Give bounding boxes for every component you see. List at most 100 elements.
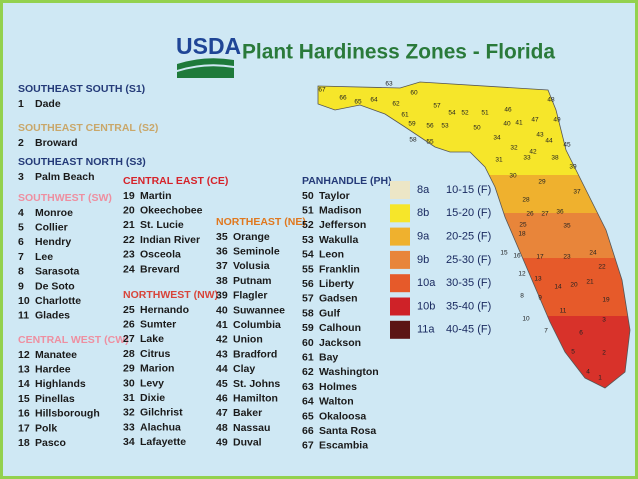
county-name: Taylor [319, 190, 350, 202]
county-number: 53 [302, 234, 314, 246]
county-number: 39 [216, 290, 228, 302]
county-number: 32 [123, 407, 135, 419]
county-number: 25 [123, 304, 135, 316]
county-name: Highlands [35, 378, 86, 390]
map-label: 30 [509, 173, 517, 180]
county-number: 60 [302, 337, 314, 349]
map-label: 66 [339, 95, 347, 102]
legend-range: 40-45 (F) [446, 324, 491, 336]
county-name: Sumter [140, 318, 176, 330]
map-label: 26 [526, 211, 534, 218]
map-label: 11 [560, 308, 567, 315]
legend-swatch [390, 274, 410, 293]
county-number: 30 [123, 377, 135, 389]
map-label: 3 [602, 317, 606, 324]
county-number: 61 [302, 351, 314, 363]
county-name: Washington [319, 366, 379, 378]
map-label: 16 [513, 253, 521, 260]
county-name: Brevard [140, 263, 180, 275]
county-name: Hendry [35, 236, 71, 248]
map-label: 64 [370, 97, 378, 104]
legend-swatch [390, 204, 410, 223]
county-number: 23 [123, 249, 135, 261]
county-name: Jackson [319, 337, 361, 349]
county-number: 67 [302, 440, 314, 452]
county-name: St. Lucie [140, 219, 184, 231]
legend-swatch [390, 250, 410, 269]
map-label: 67 [318, 87, 326, 94]
map-label: 55 [426, 139, 434, 146]
county-name: Leon [319, 249, 344, 261]
county-name: Hardee [35, 363, 71, 375]
county-name: Clay [233, 363, 255, 375]
map-label: 52 [461, 110, 469, 117]
region-heading: PANHANDLE (PH) [302, 175, 392, 187]
county-number: 65 [302, 410, 314, 422]
county-name: Duval [233, 437, 262, 449]
legend-swatch [390, 297, 410, 316]
county-name: Calhoun [319, 322, 361, 334]
county-name: Baker [233, 407, 262, 419]
county-name: Pasco [35, 437, 66, 449]
map-label: 17 [536, 254, 544, 261]
county-number: 29 [123, 363, 135, 375]
county-name: Wakulla [319, 234, 358, 246]
map-label: 48 [547, 97, 555, 104]
county-name: Marion [140, 363, 174, 375]
county-number: 43 [216, 348, 228, 360]
county-number: 55 [302, 263, 314, 275]
county-number: 52 [302, 219, 314, 231]
county-name: Bradford [233, 348, 277, 360]
legend-range: 25-30 (F) [446, 254, 491, 266]
legend-zone: 10a [417, 277, 436, 289]
county-number: 21 [123, 219, 135, 231]
county-name: Dixie [140, 392, 165, 404]
title: Plant Hardiness Zones - Florida [242, 41, 555, 64]
legend-zone: 10b [417, 300, 435, 312]
county-number: 3 [18, 171, 24, 183]
county-name: Lafayette [140, 436, 186, 448]
county-number: 62 [302, 366, 314, 378]
county-name: Hamilton [233, 392, 278, 404]
region-heading: NORTHWEST (NW) [123, 289, 218, 301]
county-number: 40 [216, 304, 228, 316]
map-label: 54 [448, 110, 456, 117]
county-name: Flagler [233, 290, 267, 302]
map-label: 63 [385, 81, 393, 88]
county-number: 42 [216, 334, 228, 346]
county-number: 17 [18, 422, 30, 434]
map-label: 37 [573, 189, 581, 196]
county-number: 47 [216, 407, 228, 419]
county-number: 66 [302, 425, 314, 437]
map-label: 62 [392, 101, 400, 108]
county-number: 11 [18, 310, 29, 322]
map-label: 1 [598, 375, 602, 382]
county-name: Gadsen [319, 293, 358, 305]
map-label: 12 [518, 271, 526, 278]
county-name: Citrus [140, 348, 170, 360]
map-label: 44 [545, 138, 553, 145]
county-name: Gilchrist [140, 407, 183, 419]
county-number: 16 [18, 408, 30, 420]
map-label: 29 [538, 179, 546, 186]
map-label: 32 [510, 145, 518, 152]
map-label: 49 [553, 117, 561, 124]
county-name: Volusia [233, 260, 270, 272]
county-name: Jefferson [319, 219, 366, 231]
county-number: 33 [123, 421, 135, 433]
map-label: 34 [493, 135, 501, 142]
county-number: 48 [216, 422, 228, 434]
county-name: Sarasota [35, 266, 80, 278]
legend-swatch [390, 181, 410, 199]
county-name: Indian River [140, 234, 200, 246]
county-number: 56 [302, 278, 314, 290]
county-number: 19 [123, 190, 135, 202]
county-number: 57 [302, 293, 314, 305]
map-label: 5 [571, 349, 575, 356]
county-name: Hernando [140, 304, 189, 316]
county-number: 13 [18, 363, 30, 375]
map-label: 23 [563, 254, 571, 261]
county-name: Madison [319, 204, 362, 216]
map-label: 53 [441, 123, 449, 130]
